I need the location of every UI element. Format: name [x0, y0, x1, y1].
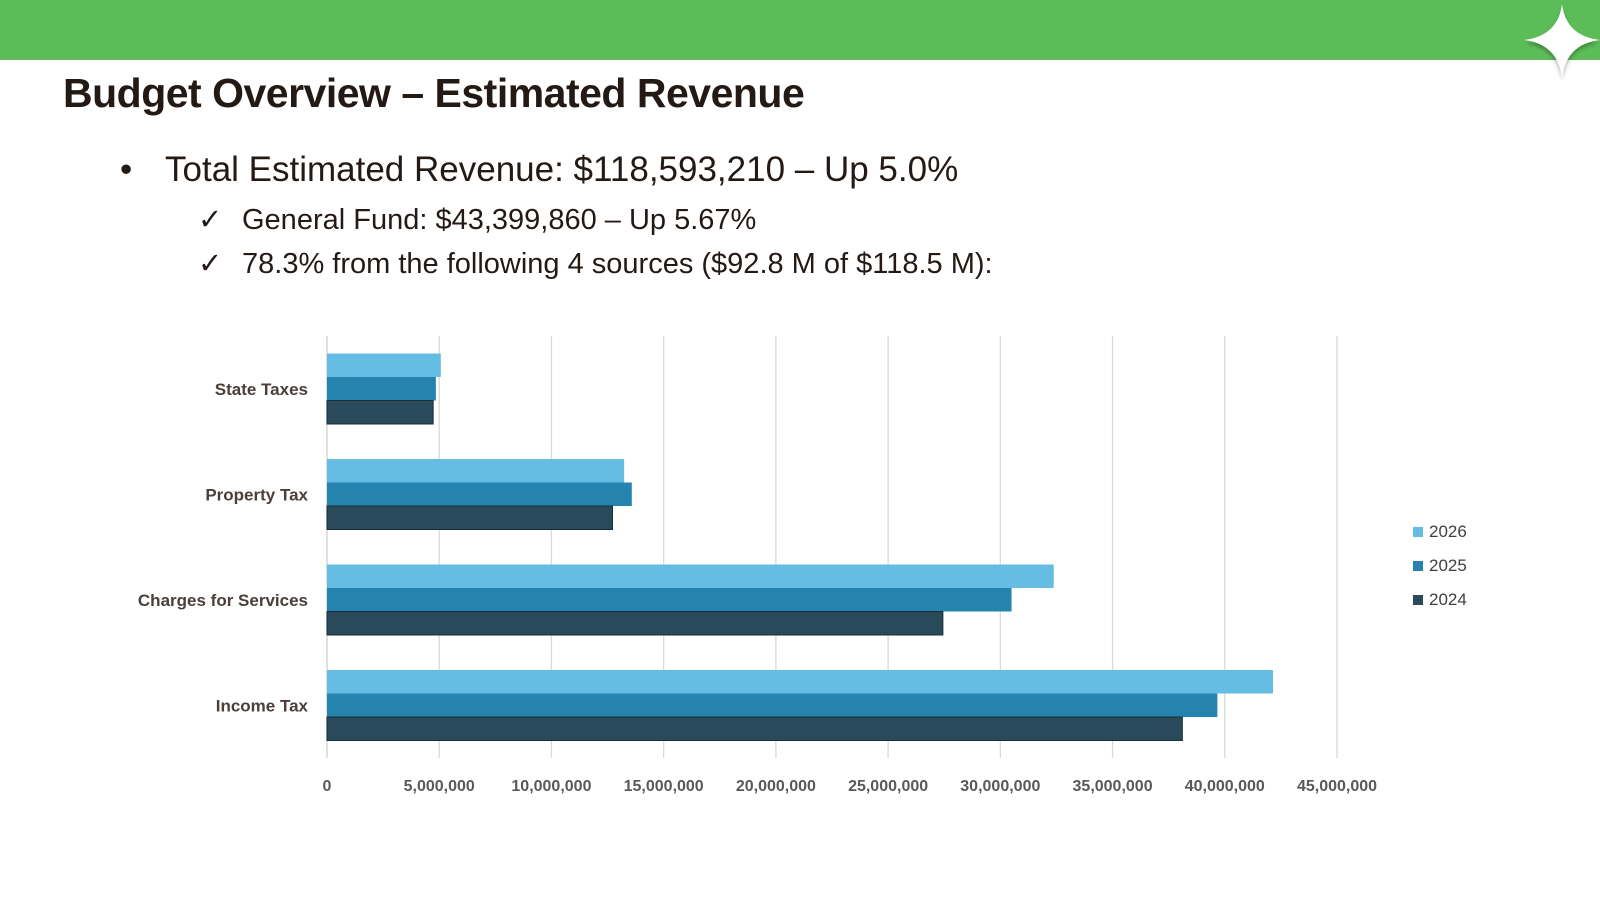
sub-bullet-sources: ✓ 78.3% from the following 4 sources ($92… [198, 246, 993, 281]
bar-2025-charges-for-services [327, 588, 1012, 612]
revenue-bar-chart: 0 5,000,000 10,000,000 15,000,000 20,000,000… [138, 336, 1377, 795]
bar-2024-property-tax [326, 505, 613, 530]
sub-bullet-text: General Fund: $43,399,860 – Up 5.67% [242, 204, 757, 236]
x-tick-label: 40,000,000 [1185, 778, 1265, 795]
legend-swatch [1413, 527, 1423, 537]
legend-label: 2024 [1429, 590, 1467, 609]
bullet-dot: • [120, 150, 133, 189]
x-tick-label: 20,000,000 [736, 778, 816, 795]
bar-2026-state-taxes [327, 353, 441, 377]
bar-2026-income-tax [327, 670, 1274, 694]
legend-item: 2025 [1413, 549, 1467, 583]
x-tick-label: 0 [323, 778, 332, 795]
x-tick-label: 25,000,000 [848, 778, 928, 795]
x-tick-label: 45,000,000 [1297, 778, 1377, 795]
legend-item: 2026 [1413, 515, 1467, 549]
bar-2026-charges-for-services [327, 564, 1054, 588]
sparkle-star-icon [1524, 4, 1600, 78]
bar-2024-charges-for-services [326, 611, 944, 636]
x-tick-label: 15,000,000 [624, 778, 704, 795]
legend-swatch [1413, 595, 1423, 605]
legend-swatch [1413, 561, 1423, 571]
bar-2025-state-taxes [327, 377, 436, 401]
legend-label: 2026 [1429, 522, 1467, 541]
sub-bullet-general-fund: ✓ General Fund: $43,399,860 – Up 5.67% [198, 202, 756, 237]
category-label: Income Tax [216, 696, 309, 715]
main-bullet: • Total Estimated Revenue: $118,593,210 –… [120, 150, 958, 190]
category-label: Property Tax [205, 485, 308, 504]
bar-2025-income-tax [327, 693, 1218, 717]
x-tick-label: 35,000,000 [1073, 778, 1153, 795]
x-tick-label: 5,000,000 [404, 778, 475, 795]
sub-bullet-text: 78.3% from the following 4 sources ($92.… [242, 248, 993, 280]
category-label: State Taxes [215, 380, 308, 399]
bullet-text: Total Estimated Revenue: $118,593,210 – … [165, 150, 959, 189]
chart-legend: 2026 2025 2024 [1413, 515, 1467, 617]
header-bar [0, 0, 1600, 60]
bar-2026-property-tax [327, 459, 625, 483]
legend-label: 2025 [1429, 556, 1467, 575]
checkmark-icon: ✓ [198, 248, 223, 280]
checkmark-icon: ✓ [198, 204, 223, 236]
bar-2024-income-tax [326, 716, 1183, 741]
x-tick-label: 30,000,000 [960, 778, 1040, 795]
category-label: Charges for Services [138, 591, 308, 610]
slide-title: Budget Overview – Estimated Revenue [63, 70, 805, 116]
legend-item: 2024 [1413, 583, 1467, 617]
bar-2024-state-taxes [326, 400, 434, 425]
bar-2025-property-tax [327, 482, 632, 506]
x-tick-label: 10,000,000 [511, 778, 591, 795]
